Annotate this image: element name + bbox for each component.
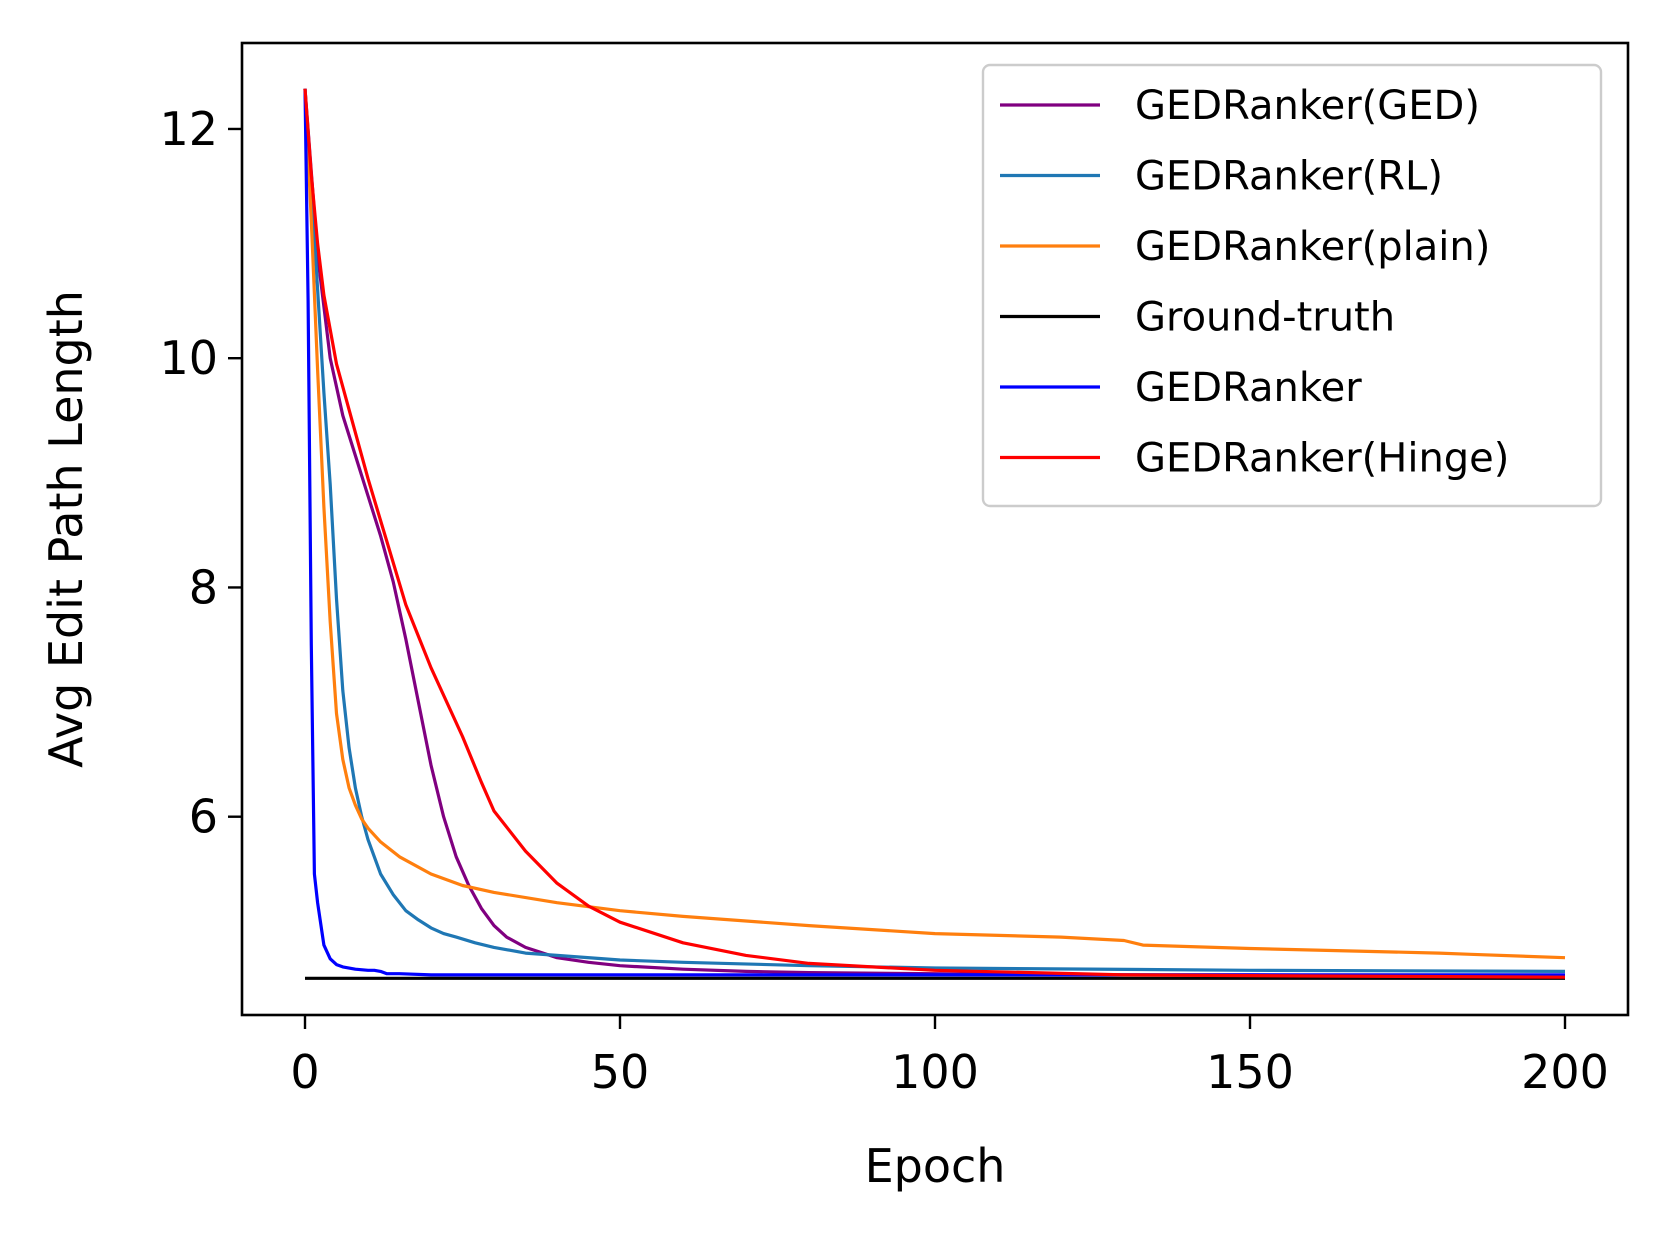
x-axis-label: Epoch — [865, 1139, 1006, 1193]
x-tick-label: 100 — [891, 1045, 979, 1099]
series-line-5 — [303, 88, 1566, 979]
series-line-1 — [303, 88, 1566, 974]
series-line-2 — [303, 88, 1566, 960]
legend-label: GEDRanker(plain) — [1135, 224, 1490, 270]
legend: GEDRanker(GED) GEDRanker(RL) GEDRanker(pla… — [981, 63, 1603, 508]
y-tick-label: 10 — [159, 331, 218, 385]
series-line-4 — [303, 88, 1565, 977]
legend-label: GEDRanker(RL) — [1135, 154, 1443, 200]
y-tick-label: 6 — [189, 790, 218, 844]
x-tick-label: 50 — [591, 1045, 650, 1099]
x-axis: 0 50 100 150 200 — [290, 1015, 1609, 1099]
y-tick-label: 12 — [159, 102, 218, 156]
legend-label: GEDRanker — [1135, 365, 1362, 411]
legend-box — [981, 63, 1603, 508]
series-lines — [303, 88, 1566, 980]
legend-label: GEDRanker(Hinge) — [1135, 436, 1509, 482]
y-axis-label: Avg Edit Path Length — [39, 290, 93, 768]
y-tick-label: 8 — [189, 560, 218, 614]
x-tick-label: 200 — [1521, 1045, 1609, 1099]
x-tick-label: 0 — [290, 1045, 319, 1099]
y-axis: 6 8 10 12 — [159, 102, 242, 844]
legend-label: Ground-truth — [1135, 295, 1395, 341]
x-tick-label: 150 — [1206, 1045, 1294, 1099]
series-line-0 — [303, 88, 1566, 978]
legend-label: GEDRanker(GED) — [1135, 83, 1480, 129]
